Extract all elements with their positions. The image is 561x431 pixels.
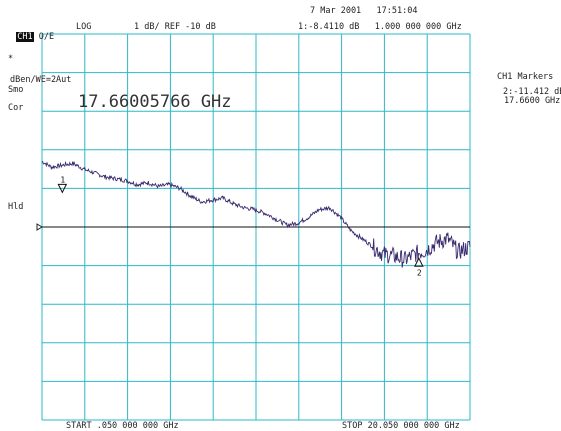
reference-pointer-icon: [36, 223, 43, 231]
format-label: O/E: [38, 32, 55, 42]
marker2-frequency: 17.6600 GHz: [504, 96, 561, 106]
markers: 12: [57, 175, 424, 277]
markers-panel-title: CH1 Markers: [497, 72, 554, 82]
stop-frequency: STOP 20.050 000 000 GHz: [342, 421, 460, 431]
scale-type: LOG: [76, 22, 92, 32]
marker1-readout: 1:-8.4110 dB 1.000 000 000 GHz: [298, 22, 462, 32]
correction-annotation: Cor: [8, 103, 24, 113]
asterisk-annotation: *: [8, 54, 14, 64]
active-marker-frequency: 17.66005766 GHz: [78, 92, 232, 112]
marker-1-triangle-icon[interactable]: [57, 183, 68, 194]
marker-1-label: 1: [60, 175, 65, 184]
hold-annotation: Hld: [8, 202, 24, 212]
date-time: 7 Mar 2001 17:51:04: [310, 6, 418, 16]
start-frequency: START .050 000 000 GHz: [66, 421, 179, 431]
smoothing-annotation: Smo: [8, 85, 24, 95]
marker2-value: 2:-11.412 dB: [503, 87, 561, 97]
marker-2-triangle-icon[interactable]: [414, 257, 424, 267]
scale-readout: 1 dB/ REF -10 dB: [134, 22, 216, 32]
marker-2-label: 2: [417, 268, 422, 277]
channel-badge[interactable]: CH1: [16, 32, 34, 42]
channel-header: CH1 O/E: [6, 22, 54, 42]
graticule: [41, 33, 471, 421]
measurement-trace: [41, 160, 471, 268]
averaging-annotation: dBen/WE=2Aut: [10, 75, 72, 85]
